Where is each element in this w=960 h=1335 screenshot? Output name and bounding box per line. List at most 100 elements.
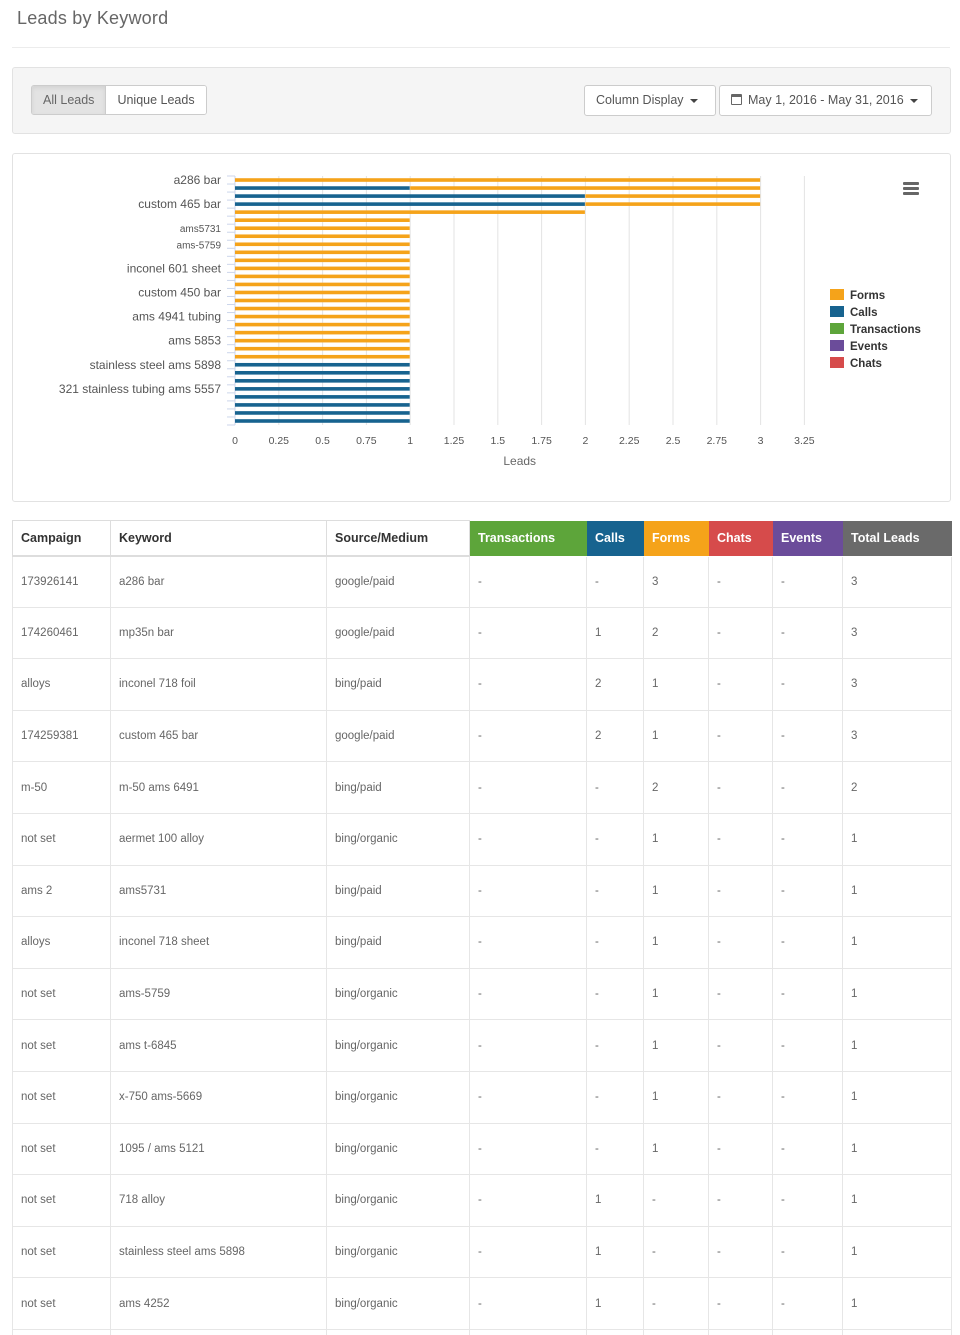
column-header-events[interactable]: Events <box>772 520 843 556</box>
cell-campaign: 174260461 <box>12 606 111 660</box>
cell-campaign: alloys <box>12 916 111 969</box>
bar-forms[interactable] <box>235 338 410 343</box>
cell-campaign: not set <box>12 1225 111 1279</box>
cell-calls: 1 <box>586 606 644 660</box>
all-leads-button[interactable]: All Leads <box>32 86 107 114</box>
bar-calls[interactable] <box>235 419 410 423</box>
bar-forms[interactable] <box>235 274 410 279</box>
table-row: not set ams t-6845 bing/organic - -1- -1 <box>12 1019 952 1072</box>
bar-calls[interactable] <box>235 202 585 206</box>
cell-keyword: ams t-6845 <box>110 1019 327 1072</box>
cell-total: 1 <box>842 916 952 969</box>
bar-forms[interactable] <box>585 194 761 198</box>
caret-down-icon <box>689 98 698 103</box>
cell-calls: - <box>586 967 644 1021</box>
cell-campaign: not set <box>12 1122 111 1176</box>
cell-transactions: - <box>469 658 587 711</box>
table-row: 174259381 custom 465 bar google/paid -2 1- -3 <box>12 709 952 763</box>
cell-total: 3 <box>842 555 952 608</box>
legend-item-transactions[interactable]: Transactions <box>830 322 921 339</box>
cell-events: - <box>772 658 843 711</box>
cell-total: 1 <box>842 1174 952 1227</box>
bar-forms[interactable] <box>235 282 410 287</box>
column-display-dropdown[interactable]: Column Display <box>584 85 716 116</box>
bar-calls[interactable] <box>235 370 410 375</box>
chart-menu-icon[interactable] <box>903 182 919 195</box>
cell-forms: 1 <box>643 1122 709 1176</box>
bar-forms[interactable] <box>235 354 410 359</box>
bar-calls[interactable] <box>235 387 410 391</box>
cell-campaign: not set <box>12 1277 111 1330</box>
cell-transactions: - <box>469 1225 587 1279</box>
bar-forms[interactable] <box>235 242 410 247</box>
bar-forms[interactable] <box>235 346 410 351</box>
bar-calls[interactable] <box>235 186 410 190</box>
cell-events: - <box>772 864 843 918</box>
cell-transactions: - <box>469 916 587 969</box>
cell-keyword: x-750 ams-5669 <box>110 1070 327 1124</box>
cell-forms: 1 <box>643 658 709 711</box>
column-header-chats[interactable]: Chats <box>708 520 773 556</box>
x-tick-label: 2.25 <box>619 435 640 447</box>
column-header-source[interactable]: Source/Medium <box>326 520 470 557</box>
cell-campaign: not set <box>12 1070 111 1124</box>
bar-forms[interactable] <box>235 226 410 231</box>
bar-forms[interactable] <box>235 250 410 255</box>
column-header-campaign[interactable]: Campaign <box>12 520 111 557</box>
bar-forms[interactable] <box>235 314 410 319</box>
cell-events <box>772 1328 843 1335</box>
bar-forms[interactable] <box>235 306 410 311</box>
bar-calls[interactable] <box>235 411 410 415</box>
column-header-calls[interactable]: Calls <box>586 520 644 556</box>
cell-chats <box>708 1328 773 1335</box>
x-tick-label: 1.25 <box>444 435 465 447</box>
bar-forms[interactable] <box>235 330 410 335</box>
bar-calls[interactable] <box>235 403 410 407</box>
bar-forms[interactable] <box>410 186 761 190</box>
x-tick-label: 0.5 <box>315 435 330 447</box>
legend-item-calls[interactable]: Calls <box>830 305 921 322</box>
bar-forms[interactable] <box>235 290 410 295</box>
column-header-total[interactable]: Total Leads <box>842 520 952 556</box>
cell-events: - <box>772 1225 843 1279</box>
column-header-transactions[interactable]: Transactions <box>469 520 587 556</box>
cell-calls: - <box>586 555 644 608</box>
leads-table: Campaign Keyword Source/Medium Transactions… <box>12 520 952 1335</box>
column-header-keyword[interactable]: Keyword <box>110 520 327 557</box>
unique-leads-button[interactable]: Unique Leads <box>106 86 206 114</box>
bar-calls[interactable] <box>235 362 410 367</box>
bar-calls[interactable] <box>235 395 410 399</box>
cell-total: 3 <box>842 658 952 711</box>
cell-total: 3 <box>842 606 952 660</box>
cell-campaign <box>12 1328 111 1335</box>
x-tick-label: 2.75 <box>707 435 728 447</box>
cell-chats: - <box>708 916 773 969</box>
bar-calls[interactable] <box>235 379 410 383</box>
bar-forms[interactable] <box>235 298 410 303</box>
legend-item-forms[interactable]: Forms <box>830 288 921 305</box>
cell-calls: 1 <box>586 1174 644 1227</box>
bar-forms[interactable] <box>235 218 410 222</box>
bar-forms[interactable] <box>235 266 410 271</box>
cell-total: 2 <box>842 761 952 814</box>
cell-forms: 1 <box>643 967 709 1021</box>
bar-forms[interactable] <box>235 258 410 263</box>
bar-forms[interactable] <box>235 234 410 239</box>
cell-forms: 3 <box>643 555 709 608</box>
x-tick-label: 2 <box>582 435 588 447</box>
legend-swatch <box>830 357 844 368</box>
bar-forms[interactable] <box>235 178 761 182</box>
column-header-forms[interactable]: Forms <box>643 520 709 556</box>
table-row: ams 2 ams5731 bing/paid - -1- -1 <box>12 864 952 918</box>
cell-transactions: - <box>469 967 587 1021</box>
bar-calls[interactable] <box>235 194 585 198</box>
y-category-label: ams 4941 tubing <box>132 310 221 324</box>
legend-item-chats[interactable]: Chats <box>830 356 921 373</box>
date-range-picker[interactable]: May 1, 2016 - May 31, 2016 <box>719 85 932 116</box>
bar-forms[interactable] <box>235 322 410 327</box>
bar-forms[interactable] <box>235 210 585 214</box>
date-range-label: May 1, 2016 - May 31, 2016 <box>748 93 904 107</box>
bar-forms[interactable] <box>585 202 761 206</box>
legend-item-events[interactable]: Events <box>830 339 921 356</box>
cell-chats: - <box>708 1019 773 1072</box>
